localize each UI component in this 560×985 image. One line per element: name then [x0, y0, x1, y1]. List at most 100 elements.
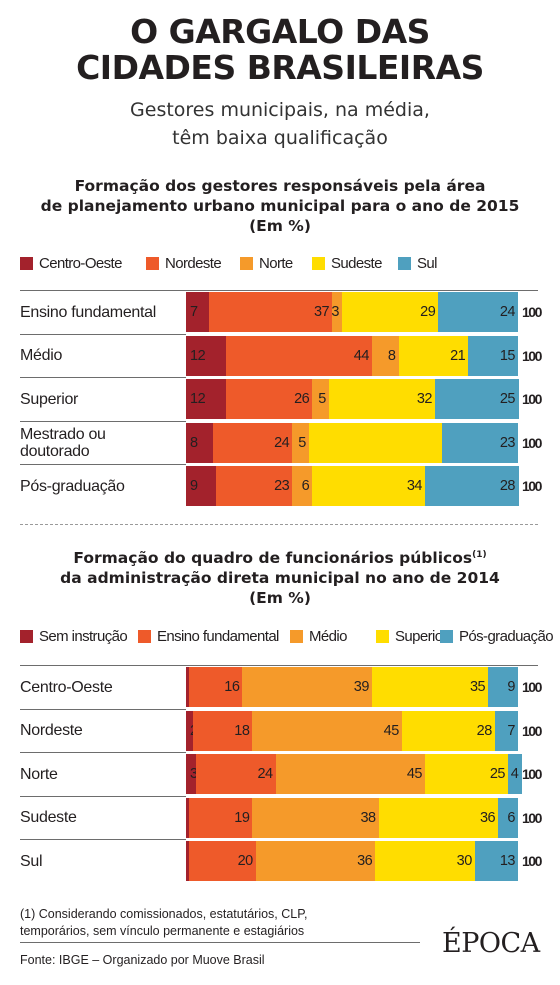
row-label: Mestrado ou doutorado	[20, 423, 106, 463]
legend-item: Superior	[376, 628, 448, 645]
bar-segment	[255, 841, 376, 881]
row-label: Norte	[20, 754, 58, 794]
bar-value-label: 4	[510, 766, 519, 782]
row-separator	[20, 839, 186, 840]
row-label-text: Pós-graduação	[20, 478, 125, 495]
bar-value-label: 7	[190, 304, 198, 320]
legend-label: Ensino fundamental	[157, 628, 279, 645]
row-label: Superior	[20, 379, 78, 419]
bar-value-label: 23	[499, 434, 516, 451]
bar-value-label: 45	[406, 766, 423, 782]
row-total: 100	[522, 679, 542, 695]
bar-value-label: 5	[298, 434, 306, 451]
bar-segment	[186, 754, 197, 794]
stacked-bar: 3 24 45 25 4	[186, 754, 522, 794]
legend-item: Norte	[240, 255, 293, 272]
legend-swatch	[146, 257, 159, 270]
legend-label: Centro-Oeste	[39, 255, 122, 272]
bar-value-label: 3	[190, 766, 198, 782]
bar-value-label: 25	[489, 766, 506, 782]
footnote-line: (1) Considerando comissionados, estatutá…	[20, 907, 308, 921]
bar-value-label: 24	[499, 304, 516, 320]
bar-segment	[186, 667, 190, 707]
row-label-line: Ensino fundamental	[20, 303, 157, 321]
stacked-bar: 12 44 8 21 15	[186, 335, 519, 376]
subtitle-line: Gestores municipais, na média,	[130, 99, 430, 121]
row-label-line: doutorado	[20, 442, 90, 460]
row-label: Sul	[20, 841, 43, 881]
row-separator	[20, 333, 186, 335]
chart-2-title-unit: (Em %)	[249, 589, 311, 608]
bar-segment	[275, 754, 426, 794]
row-label-text: Superior	[20, 391, 78, 408]
bar-value-label: 12	[190, 347, 206, 364]
bar-segment	[186, 292, 210, 332]
legend-label: Sem instrução	[39, 628, 128, 645]
bar-value-label: 8	[190, 434, 198, 451]
bar-segment	[308, 422, 443, 463]
row-label-line: Centro-Oeste	[20, 678, 113, 696]
stacked-bar: 11938366	[186, 797, 519, 838]
chart-2-title-line: Formação do quadro de funcionários públi…	[0, 545, 560, 568]
bar-value-label: 34	[406, 478, 423, 494]
stacked-bar: 21845287	[186, 710, 519, 751]
bar-value-label: 6	[301, 478, 310, 494]
bar-segment	[401, 710, 496, 751]
bar-value-label: 19	[234, 809, 250, 826]
bar-segment	[494, 710, 519, 751]
legend-label: Pós-graduação	[459, 628, 554, 645]
section-divider	[20, 524, 538, 525]
row-total: 100	[522, 304, 542, 320]
bar-segment	[378, 797, 499, 838]
row-total: 100	[522, 722, 542, 739]
stacked-bar: 9 23 6 34 28	[186, 466, 519, 506]
legend-item: Sem instrução	[20, 628, 128, 645]
bar-segment	[328, 379, 436, 419]
row-label-line: Médio	[20, 347, 63, 364]
bar-segment	[196, 754, 277, 794]
legend-label: Médio	[309, 628, 347, 645]
bar-value-label: 25	[499, 391, 516, 407]
bar-segment	[498, 797, 519, 838]
bar-segment	[252, 797, 380, 838]
legend-item: Ensino fundamental	[138, 628, 279, 645]
legend-item: Médio	[290, 628, 347, 645]
bar-segment	[225, 335, 373, 376]
row-separator	[20, 464, 186, 465]
row-label-text: Médio	[20, 347, 62, 364]
bar-value-label: 18	[234, 722, 250, 739]
row-label-text: Norte	[20, 766, 58, 783]
row-label-line: Mestrado ou	[20, 425, 106, 443]
bar-segment	[242, 667, 373, 707]
bar-segment	[186, 797, 190, 838]
source-text: Fonte: IBGE – Organizado por Muove Brasi…	[20, 953, 265, 967]
row-separator	[20, 420, 186, 422]
legend-item: Nordeste	[146, 255, 222, 272]
chart-1-title: Formação dos gestores responsáveis pela …	[0, 176, 560, 236]
epoca-logo: ÉPOCA	[442, 928, 540, 959]
bar-value-label: 30	[456, 853, 473, 869]
legend-swatch	[20, 257, 33, 270]
bar-segment	[189, 797, 253, 838]
bar-value-label: 21	[450, 347, 466, 364]
row-label-line: Superior	[20, 390, 79, 408]
row-label-text: Centro-Oeste	[20, 678, 113, 696]
bar-value-label: 44	[353, 347, 370, 364]
bar-segment	[468, 335, 519, 376]
chart-2-title: Formação do quadro de funcionários públi…	[0, 545, 560, 608]
bar-segment	[252, 710, 403, 751]
row-total: 100	[522, 434, 542, 451]
legend-item: Sudeste	[312, 255, 382, 272]
legend-label: Nordeste	[165, 255, 222, 272]
legend-swatch	[398, 257, 411, 270]
row-total: 100	[522, 809, 542, 826]
subtitle-line: têm baixa qualificação	[172, 127, 388, 149]
bar-value-label: 24	[257, 766, 273, 782]
bar-value-label: 35	[469, 679, 486, 695]
bar-segment	[425, 466, 519, 506]
bar-segment	[508, 754, 522, 794]
legend-item: Centro-Oeste	[20, 255, 122, 272]
bar-value-label: 13	[499, 853, 516, 869]
bar-segment	[371, 667, 489, 707]
